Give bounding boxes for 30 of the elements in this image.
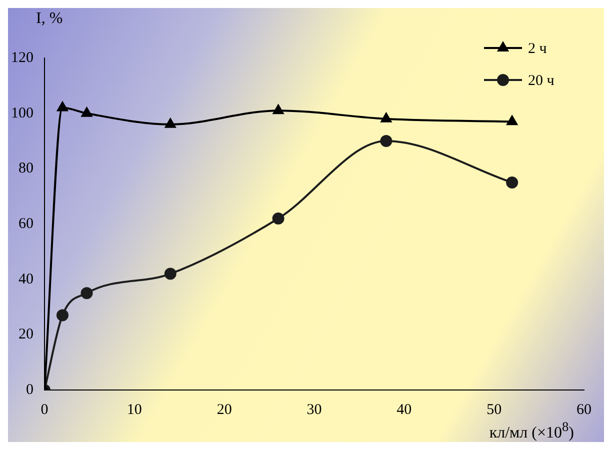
x-tick-label: 40	[396, 402, 412, 418]
point	[164, 268, 176, 280]
point	[380, 112, 392, 122]
y-tick-label: 100	[11, 105, 34, 122]
x-tick-label: 20	[216, 402, 232, 418]
point	[56, 309, 68, 322]
point	[380, 135, 392, 147]
y-tick-label: 40	[18, 271, 34, 288]
point	[272, 104, 284, 114]
x-tick-label: 10	[126, 402, 142, 418]
x-tick-label: 60	[576, 402, 592, 418]
x-tick-label: 50	[486, 402, 502, 418]
point	[57, 102, 68, 112]
y-tick-label: 0	[26, 382, 34, 398]
y-tick-label: 80	[18, 160, 34, 177]
x-tick-label: 30	[306, 402, 322, 418]
y-tick-label: 60	[18, 216, 34, 232]
point	[272, 212, 284, 224]
point	[165, 118, 176, 128]
point	[80, 287, 93, 300]
point	[506, 116, 518, 126]
x-axis-title: кл/мл (×10$^{8}$)	[489, 418, 574, 442]
point	[506, 176, 518, 188]
y-tick-label: 20	[18, 326, 34, 343]
y-tick-label: 120	[11, 50, 34, 66]
legend-label: 20 ч	[528, 72, 555, 89]
point	[81, 107, 92, 117]
y-axis-title: I, %	[36, 10, 63, 28]
x-tick-label: 0	[40, 402, 48, 418]
legend-label: 2 ч	[528, 40, 548, 57]
